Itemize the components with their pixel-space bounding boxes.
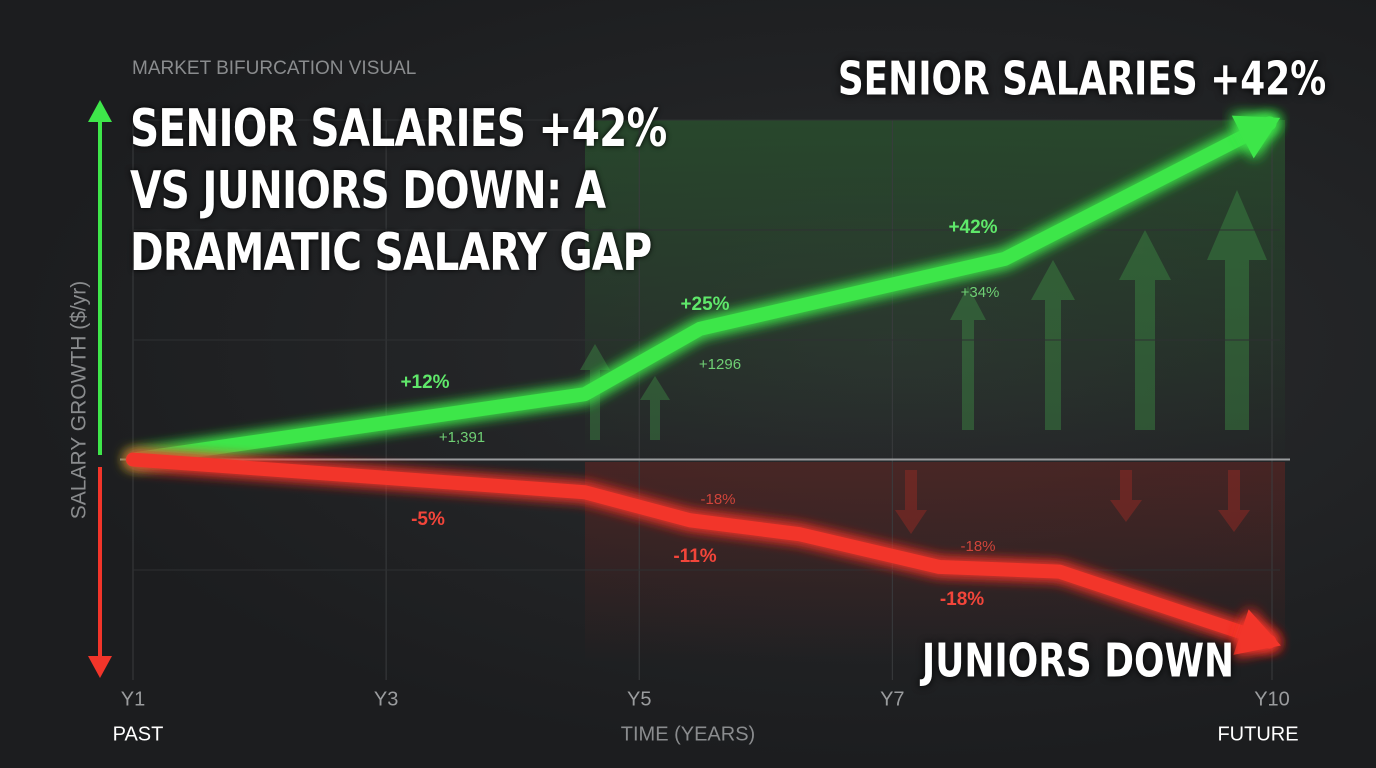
- annotation: +1,391: [439, 429, 485, 446]
- x-tick-label: Y3: [374, 688, 398, 710]
- series-line: [126, 116, 1277, 467]
- annotation: -11%: [673, 546, 716, 567]
- annotation: -5%: [411, 509, 445, 530]
- x-tick-label: Y1: [121, 688, 145, 710]
- subtitle: MARKET BIFURCATION VISUAL: [132, 58, 417, 79]
- annotation: +12%: [400, 372, 449, 393]
- decor-arrows: [895, 470, 1250, 534]
- series-line: [126, 452, 1277, 649]
- title: SENIOR SALARIES +42% VS JUNIORS DOWN: A …: [130, 99, 667, 283]
- axis-arrow-head: [88, 656, 112, 678]
- x-axis-label: TIME (YEARS): [621, 723, 755, 745]
- annotation: -18%: [700, 491, 735, 508]
- x-start-label: PAST: [113, 723, 164, 745]
- legend-label: SENIOR SALARIES +42%: [838, 52, 1326, 106]
- annotation: -18%: [960, 538, 995, 555]
- annotation: +34%: [961, 284, 1000, 301]
- annotation: -18%: [940, 589, 984, 610]
- arrow-head: [1233, 609, 1281, 655]
- annotation: +25%: [680, 294, 729, 315]
- annotation: +42%: [948, 217, 997, 238]
- arrow-head: [1231, 115, 1281, 159]
- y-axis-label: SALARY GROWTH ($/yr): [68, 281, 91, 519]
- legend-label: JUNIORS DOWN: [919, 634, 1234, 688]
- x-tick-label: Y7: [880, 688, 904, 710]
- x-end-label: FUTURE: [1217, 723, 1298, 745]
- x-tick-label: Y10: [1254, 688, 1290, 710]
- annotation: +1296: [699, 356, 741, 373]
- axis-arrow-head: [88, 100, 112, 122]
- x-tick-label: Y5: [627, 688, 651, 710]
